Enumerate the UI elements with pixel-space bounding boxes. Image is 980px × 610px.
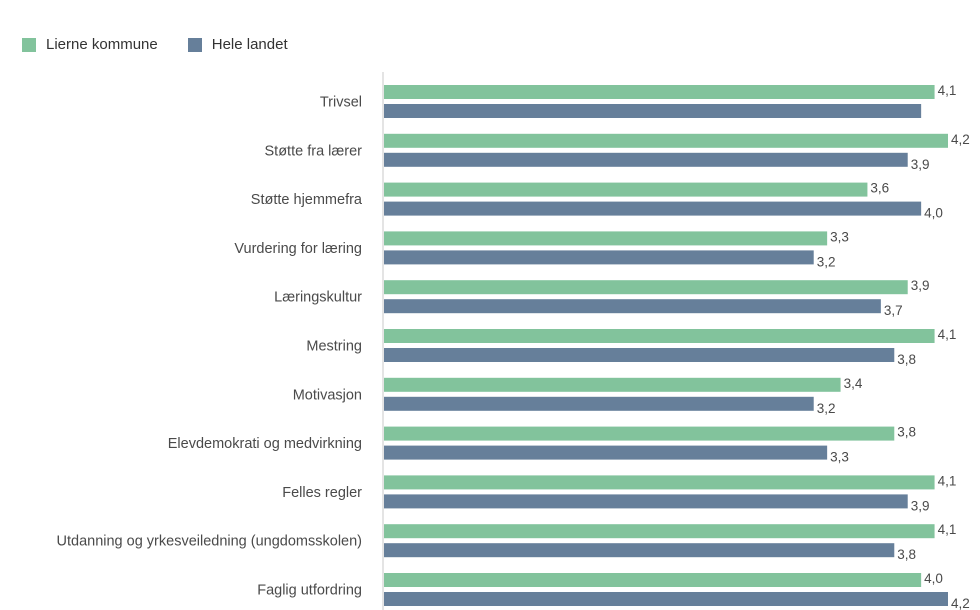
category-label-st-tte-fra-l-rer: Støtte fra lærer [265, 143, 363, 159]
bar-hele-landet-st-tte-hjemmefra [384, 201, 922, 216]
value-label-lierne-kommune-mestring: 4,1 [938, 327, 957, 342]
legend-swatch-lierne [22, 37, 36, 52]
category-label-mestring: Mestring [306, 339, 362, 355]
value-label-lierne-kommune-vurdering-for-l-ring: 3,3 [830, 229, 849, 244]
legend-item-lierne: Lierne kommune [22, 36, 158, 53]
value-label-lierne-kommune-felles-regler: 4,1 [938, 473, 957, 488]
category-label-motivasjon: Motivasjon [293, 387, 362, 403]
value-label-lierne-kommune-utdanning-og-yrkesveiledning-ungdomsskolen: 4,1 [938, 522, 957, 537]
category-label-vurdering-for-l-ring: Vurdering for læring [234, 241, 362, 257]
legend-label-lierne: Lierne kommune [46, 36, 158, 53]
value-label-hele-landet-mestring: 3,8 [897, 352, 916, 367]
bar-lierne-kommune-utdanning-og-yrkesveiledning-ungdomsskolen [384, 524, 935, 539]
value-label-lierne-kommune-st-tte-fra-l-rer: 4,2 [951, 132, 970, 147]
bar-hele-landet-elevdemokrati-og-medvirkning [384, 445, 828, 460]
value-label-lierne-kommune-elevdemokrati-og-medvirkning: 3,8 [897, 425, 916, 440]
bar-hele-landet-trivsel [384, 104, 922, 118]
bar-hele-landet-felles-regler [384, 494, 908, 509]
bar-hele-landet-vurdering-for-l-ring [384, 250, 814, 265]
value-label-hele-landet-elevdemokrati-og-medvirkning: 3,3 [830, 450, 849, 465]
bar-lierne-kommune-st-tte-hjemmefra [384, 182, 868, 197]
bar-hele-landet-st-tte-fra-l-rer [384, 152, 908, 167]
category-label-felles-regler: Felles regler [282, 485, 362, 501]
value-label-lierne-kommune-faglig-utfordring: 4,0 [924, 571, 943, 586]
bar-lierne-kommune-felles-regler [384, 475, 935, 490]
bar-hele-landet-faglig-utfordring [384, 592, 948, 606]
value-label-hele-landet-felles-regler: 3,9 [911, 498, 930, 513]
value-label-lierne-kommune-motivasjon: 3,4 [844, 376, 863, 391]
value-label-lierne-kommune-l-ringskultur: 3,9 [911, 278, 930, 293]
category-label-elevdemokrati-og-medvirkning: Elevdemokrati og medvirkning [168, 436, 362, 452]
category-label-trivsel: Trivsel [320, 95, 362, 111]
bar-lierne-kommune-trivsel [384, 85, 935, 99]
category-label-l-ringskultur: Læringskultur [274, 290, 362, 306]
bar-lierne-kommune-faglig-utfordring [384, 573, 922, 587]
legend-label-hele-landet: Hele landet [211, 36, 288, 53]
value-label-lierne-kommune-trivsel: 4,1 [938, 83, 957, 98]
bar-hele-landet-mestring [384, 348, 895, 362]
value-label-lierne-kommune-st-tte-hjemmefra: 3,6 [870, 181, 889, 196]
value-label-hele-landet-st-tte-hjemmefra: 4,0 [924, 206, 943, 221]
bar-lierne-kommune-motivasjon [384, 377, 841, 392]
legend-item-hele-landet: Hele landet [187, 36, 288, 53]
bar-lierne-kommune-elevdemokrati-og-medvirkning [384, 426, 895, 441]
value-label-hele-landet-motivasjon: 3,2 [817, 401, 836, 416]
category-label-st-tte-hjemmefra: Støtte hjemmefra [251, 192, 363, 208]
bar-hele-landet-utdanning-og-yrkesveiledning-ungdomsskolen [384, 543, 895, 558]
bar-lierne-kommune-vurdering-for-l-ring [384, 231, 828, 246]
category-label-utdanning-og-yrkesveiledning-ungdomsskolen: Utdanning og yrkesveiledning (ungdomssko… [57, 534, 362, 550]
legend-swatch-hele-landet [187, 37, 202, 52]
bar-lierne-kommune-mestring [384, 329, 935, 343]
legend: Lierne kommune Hele landet [22, 36, 318, 53]
bar-lierne-kommune-l-ringskultur [384, 280, 908, 295]
value-label-hele-landet-faglig-utfordring: 4,2 [951, 596, 970, 610]
bar-hele-landet-motivasjon [384, 396, 814, 411]
value-label-hele-landet-vurdering-for-l-ring: 3,2 [817, 254, 836, 269]
category-label-faglig-utfordring: Faglig utfordring [257, 583, 362, 599]
bar-lierne-kommune-st-tte-fra-l-rer [384, 133, 948, 148]
value-label-hele-landet-st-tte-fra-l-rer: 3,9 [911, 157, 930, 172]
value-label-hele-landet-l-ringskultur: 3,7 [884, 303, 903, 318]
bar-hele-landet-l-ringskultur [384, 299, 881, 314]
value-label-hele-landet-utdanning-og-yrkesveiledning-ungdomsskolen: 3,8 [897, 547, 916, 562]
